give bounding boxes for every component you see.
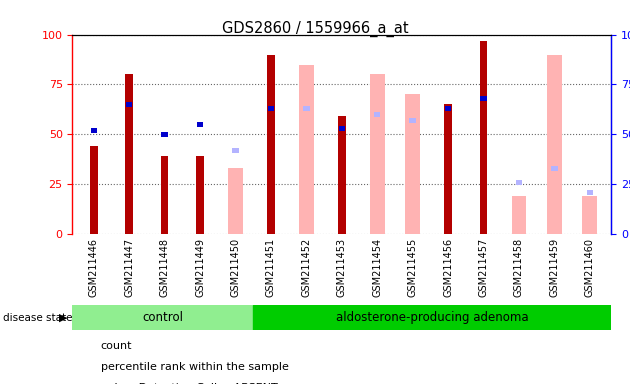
Bar (374, 112, 381, 117)
Bar (405, 94, 420, 234)
Text: control: control (142, 311, 183, 324)
Bar (445, 106, 451, 111)
Bar (338, 116, 346, 234)
Bar (303, 106, 309, 111)
Text: GSM211450: GSM211450 (231, 238, 241, 297)
Text: GSM211459: GSM211459 (549, 238, 559, 297)
Text: GSM211447: GSM211447 (124, 238, 134, 297)
Text: value, Detection Call = ABSENT: value, Detection Call = ABSENT (101, 383, 278, 384)
Bar (253, 305, 611, 330)
Text: GSM211449: GSM211449 (195, 238, 205, 297)
Text: GSM211458: GSM211458 (514, 238, 524, 297)
Bar (125, 74, 133, 234)
Text: GSM211460: GSM211460 (585, 238, 595, 297)
Text: GSM211456: GSM211456 (443, 238, 453, 297)
Bar (410, 118, 416, 123)
Bar (582, 196, 597, 234)
Text: GSM211452: GSM211452 (301, 238, 311, 297)
Text: ▶: ▶ (59, 313, 67, 323)
Bar (268, 106, 274, 111)
Text: GSM211453: GSM211453 (337, 238, 346, 297)
Text: GSM211455: GSM211455 (408, 238, 418, 297)
Text: GSM211454: GSM211454 (372, 238, 382, 297)
Bar (196, 156, 204, 234)
Text: GSM211451: GSM211451 (266, 238, 276, 297)
Text: count: count (101, 341, 132, 351)
Bar (551, 166, 558, 171)
Bar (516, 180, 522, 185)
Text: GDS2860 / 1559966_a_at: GDS2860 / 1559966_a_at (222, 21, 408, 37)
Bar (91, 128, 97, 133)
Bar (72, 305, 253, 330)
Bar (267, 55, 275, 234)
Text: GSM211457: GSM211457 (479, 238, 488, 297)
Bar (444, 104, 452, 234)
Bar (228, 168, 243, 234)
Bar (161, 156, 168, 234)
Bar (370, 74, 385, 234)
Bar (232, 148, 239, 153)
Text: GSM211446: GSM211446 (89, 238, 99, 297)
Bar (161, 132, 168, 137)
Text: percentile rank within the sample: percentile rank within the sample (101, 362, 289, 372)
Bar (126, 102, 132, 107)
Bar (90, 146, 98, 234)
Bar (197, 122, 203, 127)
Bar (480, 96, 487, 101)
Bar (512, 196, 527, 234)
Bar (299, 65, 314, 234)
Bar (587, 190, 593, 195)
Bar (338, 126, 345, 131)
Text: disease state: disease state (3, 313, 72, 323)
Text: GSM211448: GSM211448 (159, 238, 169, 297)
Bar (547, 55, 562, 234)
Text: aldosterone-producing adenoma: aldosterone-producing adenoma (336, 311, 529, 324)
Bar (479, 41, 488, 234)
